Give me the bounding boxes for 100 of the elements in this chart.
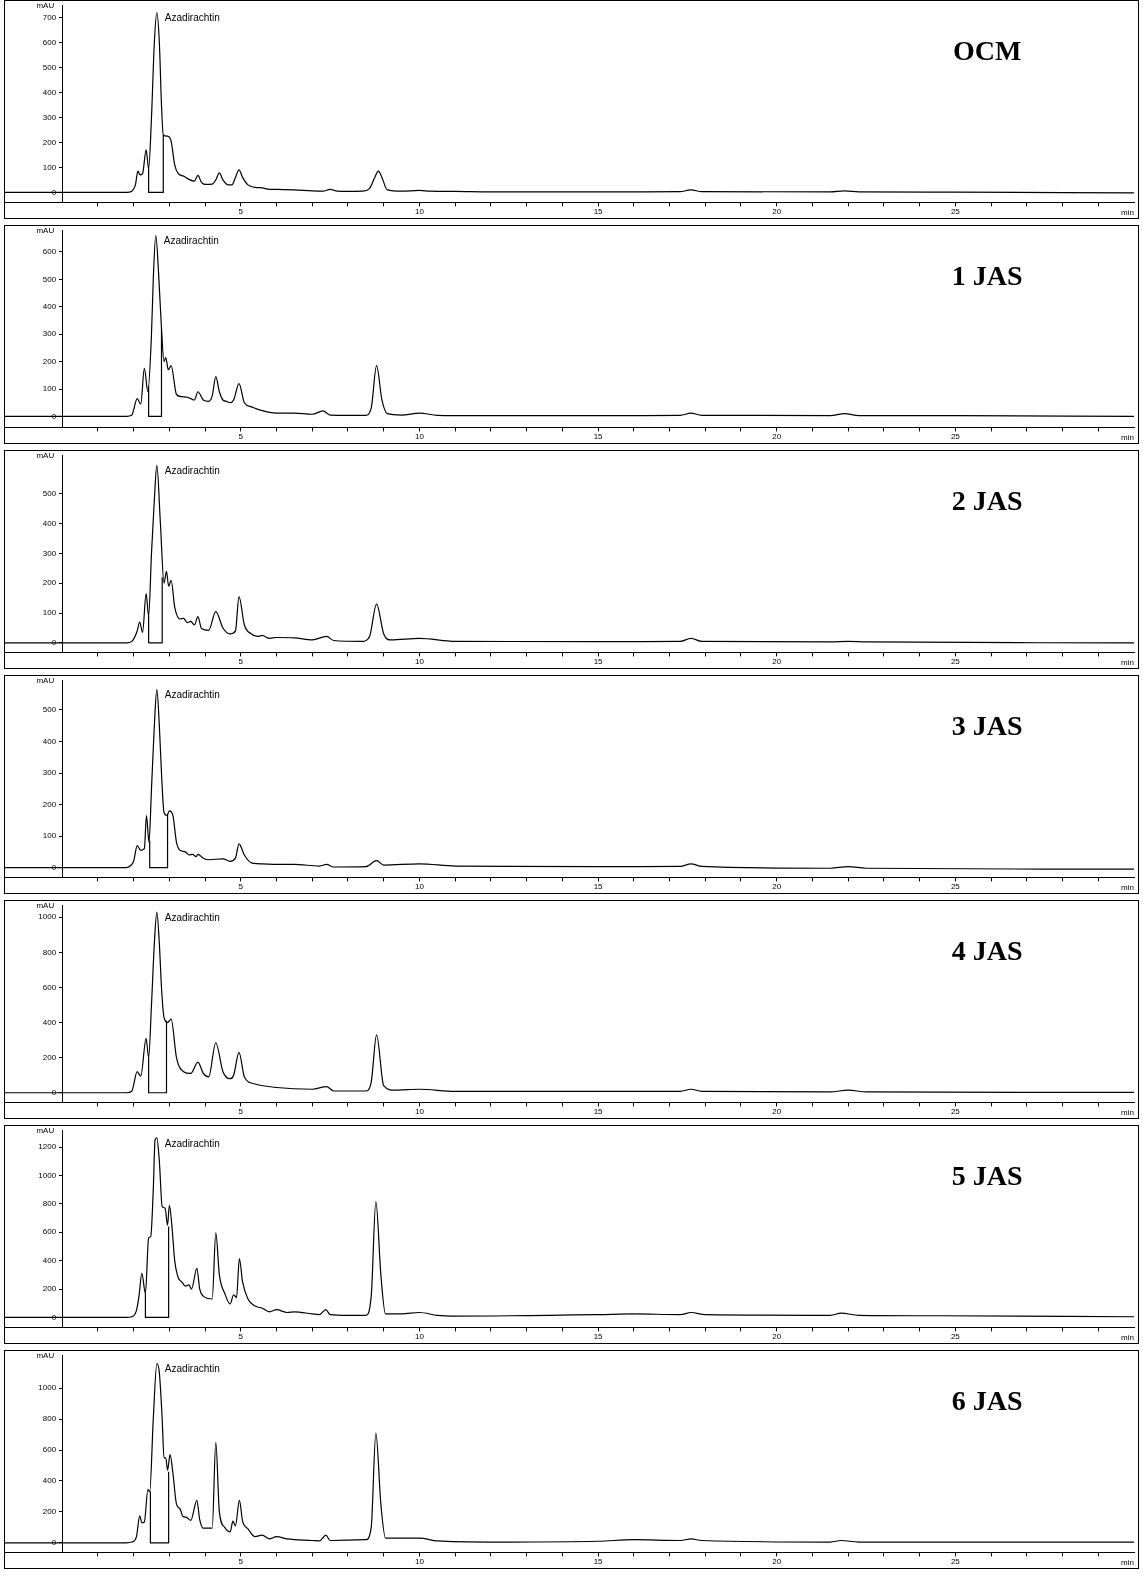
y-tick-label: 200 xyxy=(42,137,57,147)
y-axis-title: mAU xyxy=(36,1351,55,1361)
x-tick-label: 20 xyxy=(772,432,782,442)
y-tick-label: 0 xyxy=(51,1538,57,1548)
y-tick-label: 300 xyxy=(42,112,57,122)
y-tick-label: 200 xyxy=(42,1507,57,1517)
x-tick-label: 25 xyxy=(950,207,961,217)
x-axis-title: min xyxy=(1121,1557,1134,1567)
annotation: Azadirachtin xyxy=(164,689,220,701)
annotation: Azadirachtin xyxy=(164,465,220,477)
x-tick-label: 10 xyxy=(414,207,425,217)
y-tick-label: 200 xyxy=(42,356,57,366)
y-tick-label: 100 xyxy=(42,831,57,841)
text: 1 JAS xyxy=(951,260,1023,292)
x-tick-label: 5 xyxy=(238,207,244,217)
x-tick-label: 5 xyxy=(238,882,244,892)
y-tick-label: 300 xyxy=(42,768,57,778)
x-tick-label: 5 xyxy=(238,432,244,442)
x-axis-title: min xyxy=(1121,1332,1134,1342)
y-tick-label: 400 xyxy=(42,301,57,311)
y-tick-label: 1000 xyxy=(38,1383,57,1393)
x-tick-label: 10 xyxy=(414,1332,425,1342)
y-tick-label: 400 xyxy=(42,1255,57,1265)
x-axis-title: min xyxy=(1121,207,1134,217)
y-axis-title: mAU xyxy=(36,226,55,236)
y-tick-label: 1000 xyxy=(38,912,57,922)
x-tick-label: 5 xyxy=(238,1107,244,1117)
x-tick-label: 20 xyxy=(772,1557,782,1567)
y-tick-label: 500 xyxy=(42,705,57,715)
x-tick-label: 25 xyxy=(950,657,961,667)
x-tick-label: 5 xyxy=(238,657,244,667)
x-tick-label: 25 xyxy=(950,1332,961,1342)
y-tick-label: 600 xyxy=(42,1227,57,1237)
text: 4 JAS xyxy=(951,935,1023,967)
y-tick-label: 100 xyxy=(42,384,57,394)
text: 6 JAS xyxy=(951,1385,1023,1417)
y-tick-label: 0 xyxy=(51,1087,57,1097)
y-tick-label: 400 xyxy=(42,736,57,746)
y-axis-title: mAU xyxy=(36,1,55,11)
x-tick-label: 20 xyxy=(772,657,782,667)
x-tick-label: 20 xyxy=(772,882,782,892)
x-tick-label: 25 xyxy=(950,1107,961,1117)
x-tick-label: 10 xyxy=(414,882,425,892)
text: 3 JAS xyxy=(951,710,1023,742)
x-tick-label: 20 xyxy=(772,1332,782,1342)
y-axis-title: mAU xyxy=(36,901,55,911)
y-tick-label: 400 xyxy=(42,1017,57,1027)
y-tick-label: 300 xyxy=(42,329,57,339)
x-tick-label: 10 xyxy=(414,1107,425,1117)
annotation: Azadirachtin xyxy=(164,12,220,24)
y-tick-label: 600 xyxy=(42,247,57,257)
y-tick-label: 300 xyxy=(42,548,57,558)
y-tick-label: 600 xyxy=(42,37,57,47)
x-tick-label: 25 xyxy=(950,1557,961,1567)
y-tick-label: 800 xyxy=(42,947,57,957)
y-tick-label: 200 xyxy=(42,1284,57,1294)
x-tick-label: 5 xyxy=(238,1332,244,1342)
x-tick-label: 15 xyxy=(593,657,604,667)
text: 2 JAS xyxy=(951,485,1023,517)
y-tick-label: 1200 xyxy=(38,1142,57,1152)
x-tick-label: 15 xyxy=(593,1557,604,1567)
y-tick-label: 1000 xyxy=(38,1170,57,1180)
x-tick-label: 25 xyxy=(950,432,961,442)
y-tick-label: 200 xyxy=(42,799,57,809)
annotation: Azadirachtin xyxy=(164,1137,220,1149)
x-tick-label: 10 xyxy=(414,1557,425,1567)
y-tick-label: 600 xyxy=(42,1445,57,1455)
x-tick-label: 10 xyxy=(414,432,425,442)
x-axis-title: min xyxy=(1121,882,1134,892)
x-tick-label: 20 xyxy=(772,207,782,217)
x-axis-title: min xyxy=(1121,432,1134,442)
y-tick-label: 100 xyxy=(42,608,57,618)
x-tick-label: 15 xyxy=(593,432,604,442)
y-tick-label: 800 xyxy=(42,1199,57,1209)
y-tick-label: 500 xyxy=(42,488,57,498)
x-tick-label: 25 xyxy=(950,882,961,892)
y-tick-label: 400 xyxy=(42,87,57,97)
x-tick-label: 5 xyxy=(238,1557,244,1567)
x-tick-label: 15 xyxy=(593,882,604,892)
text: 5 JAS xyxy=(951,1160,1023,1192)
x-tick-label: 10 xyxy=(414,657,425,667)
y-tick-label: 400 xyxy=(42,518,57,528)
y-tick-label: 400 xyxy=(42,1476,57,1486)
y-tick-label: 600 xyxy=(42,982,57,992)
x-axis-title: min xyxy=(1121,1107,1134,1117)
y-tick-label: 100 xyxy=(42,162,57,172)
y-tick-label: 800 xyxy=(42,1414,57,1424)
y-axis-title: mAU xyxy=(36,676,55,686)
y-tick-label: 500 xyxy=(42,274,57,284)
y-tick-label: 200 xyxy=(42,578,57,588)
x-tick-label: 15 xyxy=(593,1332,604,1342)
x-axis-title: min xyxy=(1121,657,1134,667)
x-tick-label: 15 xyxy=(593,207,604,217)
y-tick-label: 500 xyxy=(42,62,57,72)
text: OCM xyxy=(953,35,1022,67)
y-axis-title: mAU xyxy=(36,1126,55,1136)
y-tick-label: 200 xyxy=(42,1052,57,1062)
annotation: Azadirachtin xyxy=(163,235,219,247)
annotation: Azadirachtin xyxy=(164,1363,220,1375)
annotation: Azadirachtin xyxy=(164,911,220,923)
